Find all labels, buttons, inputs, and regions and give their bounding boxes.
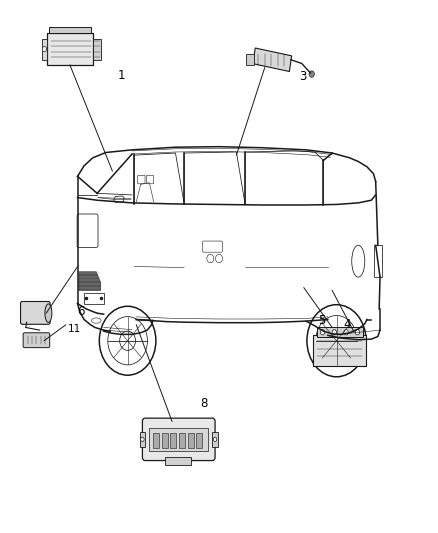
Text: 6: 6	[78, 305, 85, 318]
Text: 8: 8	[200, 397, 208, 410]
FancyBboxPatch shape	[314, 335, 366, 366]
Circle shape	[332, 329, 336, 335]
Circle shape	[344, 329, 348, 335]
Text: 5: 5	[318, 314, 325, 327]
FancyBboxPatch shape	[162, 433, 168, 448]
Text: 3: 3	[300, 70, 307, 83]
Circle shape	[42, 46, 47, 52]
Circle shape	[355, 329, 360, 335]
FancyBboxPatch shape	[93, 38, 102, 60]
FancyBboxPatch shape	[317, 327, 363, 337]
FancyBboxPatch shape	[246, 54, 254, 65]
FancyBboxPatch shape	[253, 48, 292, 71]
Circle shape	[141, 437, 144, 441]
FancyBboxPatch shape	[23, 333, 49, 348]
Circle shape	[309, 71, 314, 77]
FancyBboxPatch shape	[42, 38, 47, 60]
FancyBboxPatch shape	[170, 433, 177, 448]
Text: 1: 1	[118, 69, 126, 82]
FancyBboxPatch shape	[149, 427, 208, 451]
Ellipse shape	[45, 304, 52, 322]
Text: 11: 11	[67, 324, 81, 334]
FancyBboxPatch shape	[49, 27, 91, 33]
FancyBboxPatch shape	[21, 302, 50, 324]
FancyBboxPatch shape	[140, 432, 145, 447]
FancyBboxPatch shape	[165, 457, 191, 465]
FancyBboxPatch shape	[196, 433, 202, 448]
Text: 4: 4	[343, 318, 351, 332]
Circle shape	[213, 437, 217, 441]
Polygon shape	[79, 272, 101, 290]
FancyBboxPatch shape	[187, 433, 194, 448]
FancyBboxPatch shape	[142, 418, 215, 461]
FancyBboxPatch shape	[212, 432, 218, 447]
Circle shape	[321, 329, 325, 335]
FancyBboxPatch shape	[47, 33, 93, 65]
FancyBboxPatch shape	[179, 433, 185, 448]
FancyBboxPatch shape	[153, 433, 159, 448]
